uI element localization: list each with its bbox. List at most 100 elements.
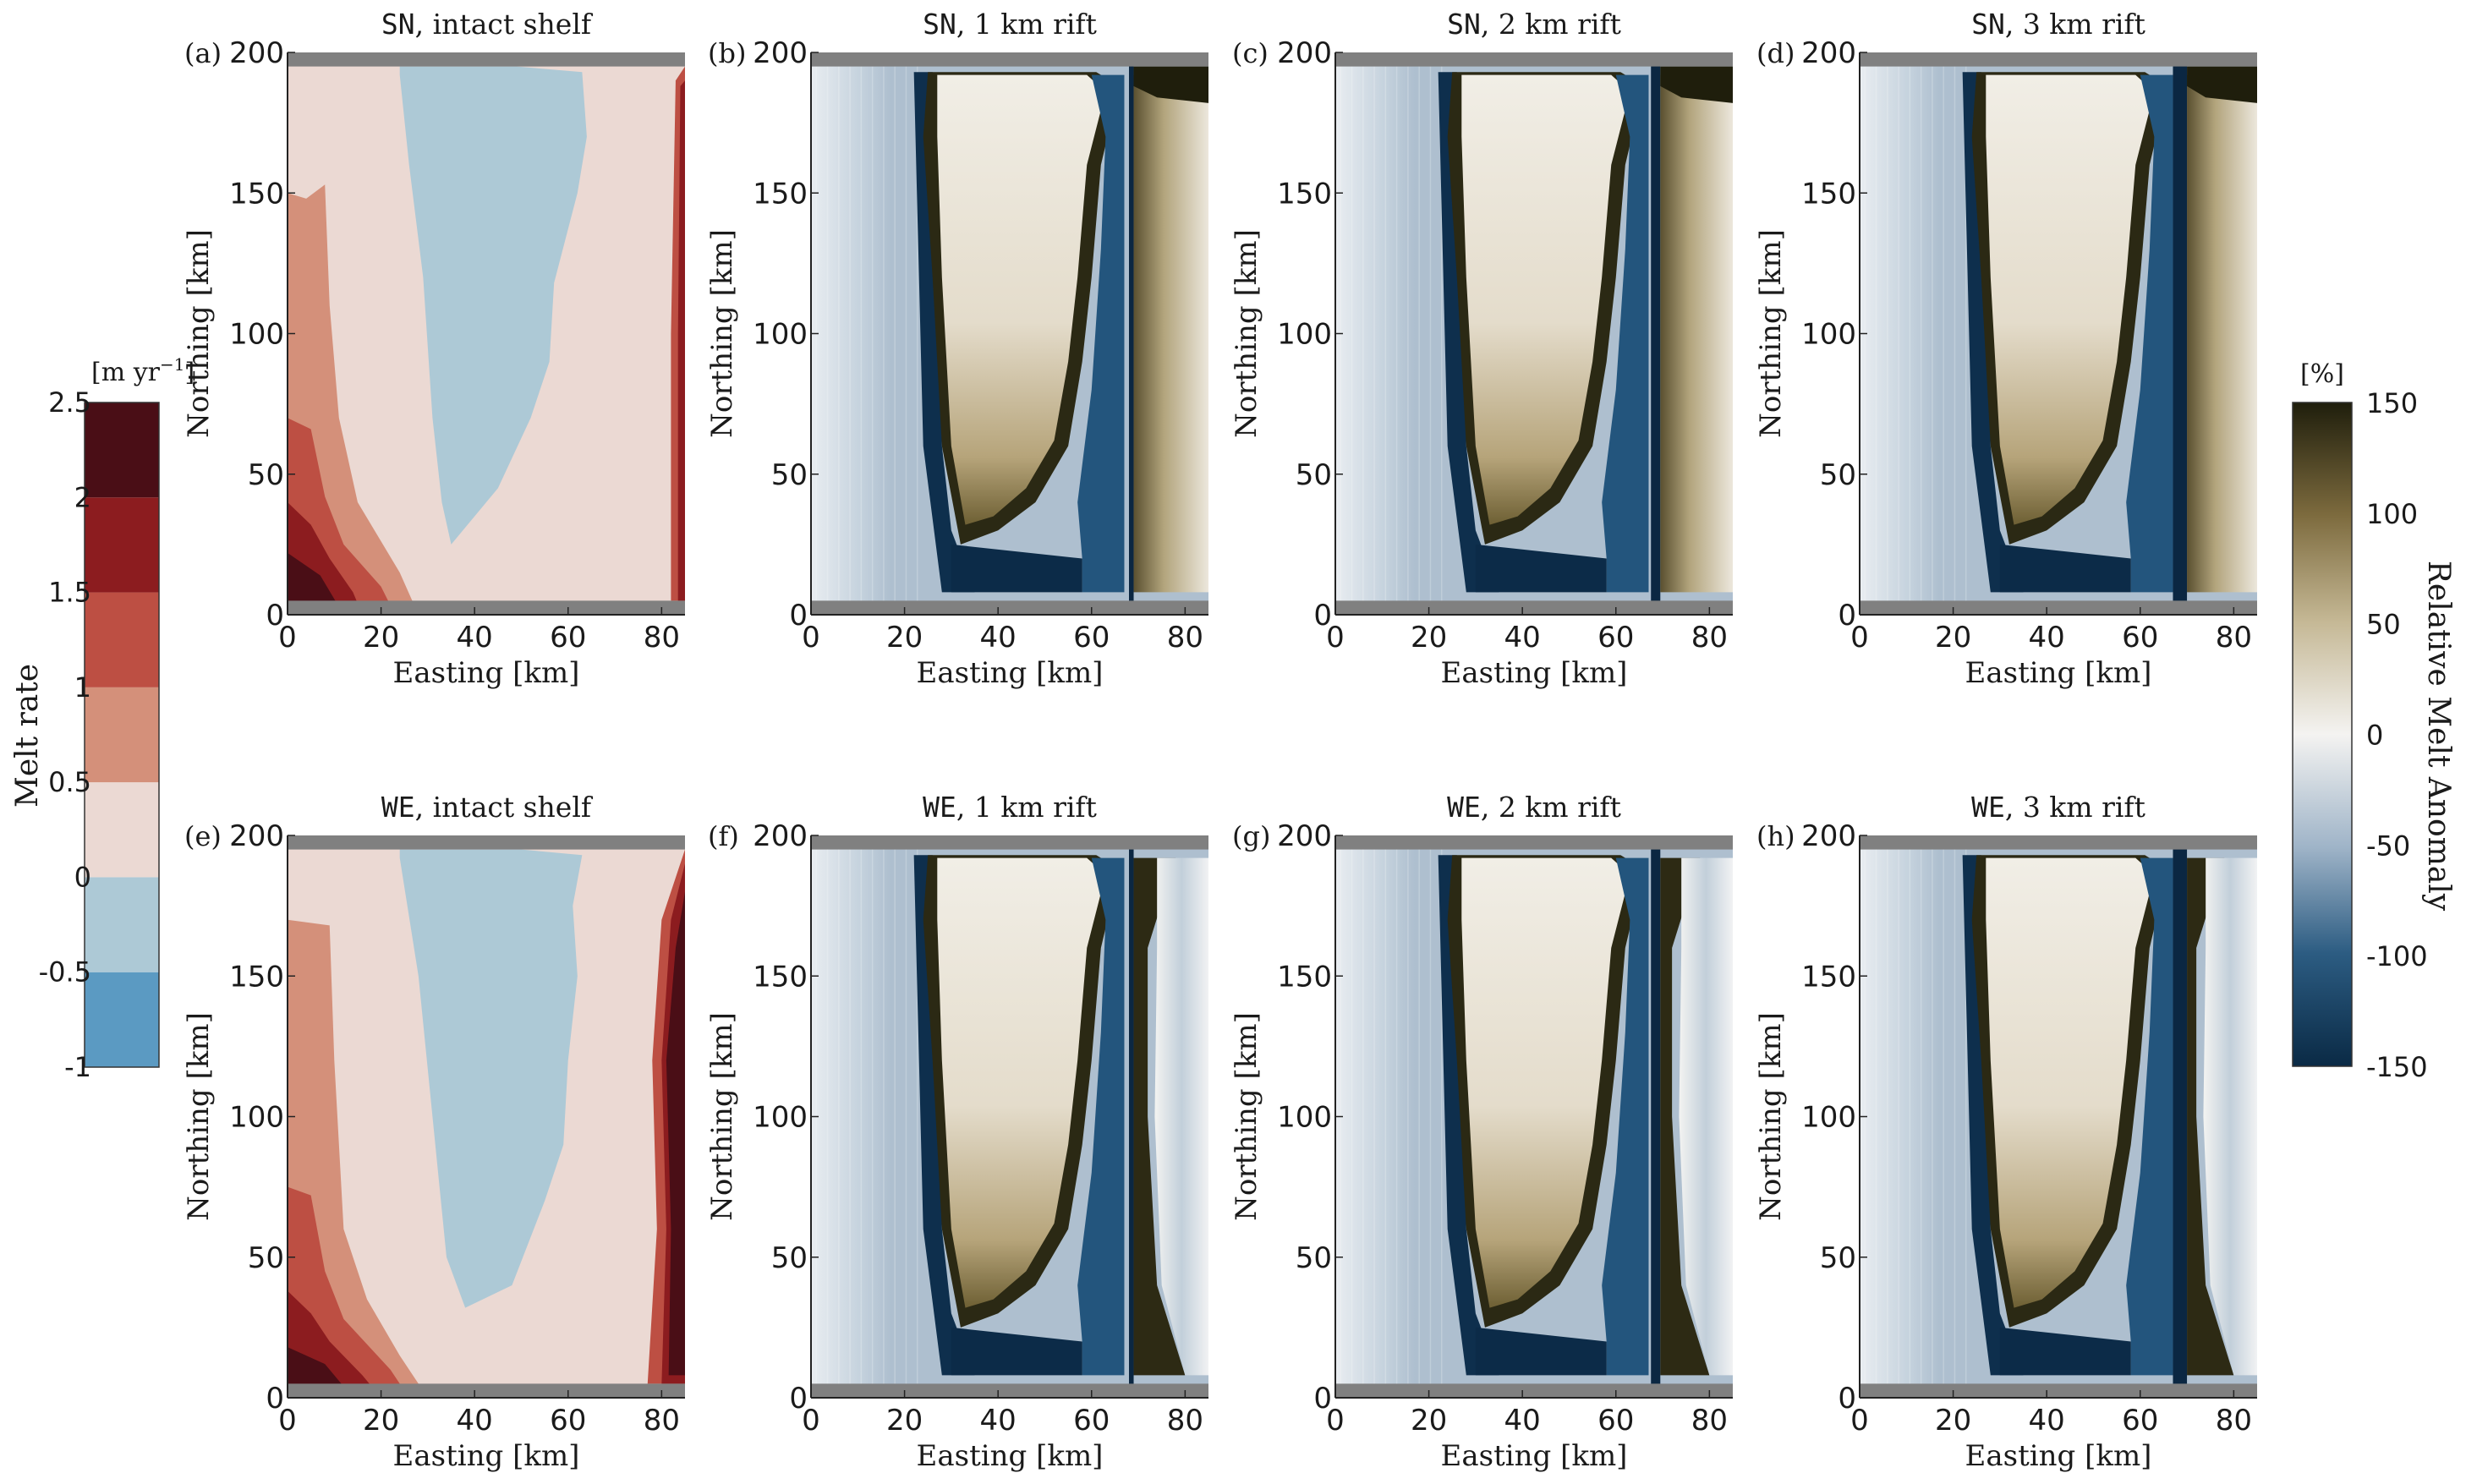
rift-1km [1129, 52, 1134, 615]
panel-title-configuration: WE [1447, 791, 1481, 824]
rift-1km [1129, 835, 1134, 1398]
streak [1395, 52, 1398, 615]
positive-north-east [1133, 66, 1208, 103]
panel-b: 0 20 40 60 80 0 50 100 150 200 Easting [km] Northin… [705, 8, 1208, 690]
x-axis-label: Easting [km] [1965, 656, 2152, 690]
rift-2km [1651, 835, 1661, 1398]
y-tick-label: 0 [789, 1382, 808, 1416]
streak [1429, 835, 1432, 1398]
positive-core [1461, 74, 1630, 525]
melt-rate-colorbar-frame [84, 402, 160, 1068]
x-tick-label: 0 [1850, 1404, 1869, 1437]
y-tick-label: 150 [1277, 177, 1332, 211]
panel-label: (f) [708, 820, 739, 852]
south-wall [1335, 600, 1733, 615]
x-tick-label: 20 [363, 621, 399, 654]
x-tick-label: 40 [980, 621, 1017, 654]
streak [1407, 52, 1409, 615]
panel-a-field [288, 52, 685, 615]
melt-rate-tick-label: 0 [74, 861, 91, 893]
y-tick-label: 0 [1313, 599, 1332, 632]
x-tick-label: 60 [2122, 1404, 2158, 1437]
melt-rate-colorbar-ticks: -1 -0.5 0 0.5 1 1.5 2 2.5 [39, 386, 91, 1083]
y-tick-label: 150 [1801, 177, 1856, 211]
panel-c: 0 20 40 60 80 0 50 100 150 200 Easting [km] Northin… [1230, 8, 1733, 690]
panel-title-case: , 1 km rift [956, 791, 1097, 824]
streak [883, 835, 885, 1398]
melt-band-east-2 [677, 80, 685, 601]
streak [1943, 835, 1944, 1398]
anomaly-tick-label: 0 [2366, 720, 2383, 752]
x-axis-label: Easting [km] [393, 656, 580, 690]
south-wall [811, 1383, 1208, 1398]
x-tick-label: 20 [1411, 621, 1447, 654]
y-tick-label: 0 [1838, 1382, 1856, 1416]
y-tick-label: 200 [753, 36, 808, 70]
x-tick-label: 60 [1597, 1404, 1634, 1437]
x-axis-label: Easting [km] [1441, 1439, 1628, 1473]
streak [1351, 835, 1353, 1398]
y-tick-label: 200 [229, 36, 284, 70]
x-axis-label: Easting [km] [917, 656, 1104, 690]
panel-title: WE, 1 km rift [923, 791, 1097, 824]
x-tick-label: 60 [550, 621, 586, 654]
streak [1875, 52, 1877, 615]
north-wall [811, 835, 1208, 850]
y-tick-label: 100 [1277, 318, 1332, 352]
panel-title-configuration: SN [1971, 8, 2005, 41]
positive-north-east [2187, 66, 2257, 103]
x-axis-label: Easting [km] [1965, 1439, 2152, 1473]
refreeze-region [399, 66, 587, 545]
x-tick-label: 80 [2216, 1404, 2252, 1437]
y-axis-label: Northing [km] [705, 1012, 739, 1221]
refreeze-region [399, 849, 583, 1308]
field-east-of-rift [1133, 74, 1208, 593]
streak [1954, 835, 1956, 1398]
x-tick-label: 0 [802, 621, 820, 654]
melt-rate-tick-label: -1 [64, 1051, 91, 1083]
field-east-of-rift [1660, 74, 1733, 593]
streak [1965, 52, 1967, 615]
streak [883, 52, 885, 615]
y-tick-label: 50 [248, 458, 284, 492]
melt-rate-tick-label: 2 [74, 481, 91, 513]
panel-title-case: , intact shelf [415, 8, 594, 41]
x-tick-label: 20 [1935, 621, 1971, 654]
rift-3km [2173, 835, 2188, 1398]
streak [1418, 52, 1420, 615]
north-wall [288, 52, 685, 67]
streak [1898, 835, 1899, 1398]
melt-rate-tick-label: 2.5 [48, 386, 91, 419]
y-axis-label: Northing [km] [182, 229, 216, 438]
panel-title-case: , 3 km rift [2005, 791, 2145, 824]
y-axis-label: Northing [km] [1230, 1012, 1263, 1221]
panel-label: (b) [708, 37, 746, 69]
y-axis-label: Northing [km] [705, 229, 739, 438]
panel-e-field [288, 835, 685, 1398]
x-tick-label: 20 [363, 1404, 399, 1437]
y-tick-label: 0 [266, 599, 284, 632]
negative-base [1999, 544, 2131, 593]
melt-rate-swatch [85, 402, 159, 498]
panel-a: 0 20 40 60 80 0 50 100 150 200 Easting [km] Northin… [182, 8, 685, 690]
streak [1362, 835, 1364, 1398]
south-wall [1860, 1383, 2257, 1398]
negative-base [951, 544, 1082, 593]
streak [894, 52, 896, 615]
panel-title: WE, 2 km rift [1447, 791, 1621, 824]
y-tick-label: 150 [1277, 960, 1332, 994]
y-tick-label: 200 [1277, 819, 1332, 853]
anomaly-tick-label: -150 [2366, 1051, 2428, 1083]
x-tick-label: 20 [1411, 1404, 1447, 1437]
x-tick-label: 40 [457, 1404, 493, 1437]
positive-core [937, 74, 1106, 525]
panel-label: (a) [184, 37, 222, 69]
melt-rate-swatch [85, 972, 159, 1067]
streak [1932, 52, 1933, 615]
negative-band-east [1602, 74, 1649, 593]
y-tick-label: 100 [753, 318, 808, 352]
field-east-of-rift [2203, 857, 2257, 1376]
streak [1932, 835, 1933, 1398]
positive-east-of-rift [1133, 857, 1186, 1376]
anomaly-tick-label: 100 [2366, 498, 2418, 530]
